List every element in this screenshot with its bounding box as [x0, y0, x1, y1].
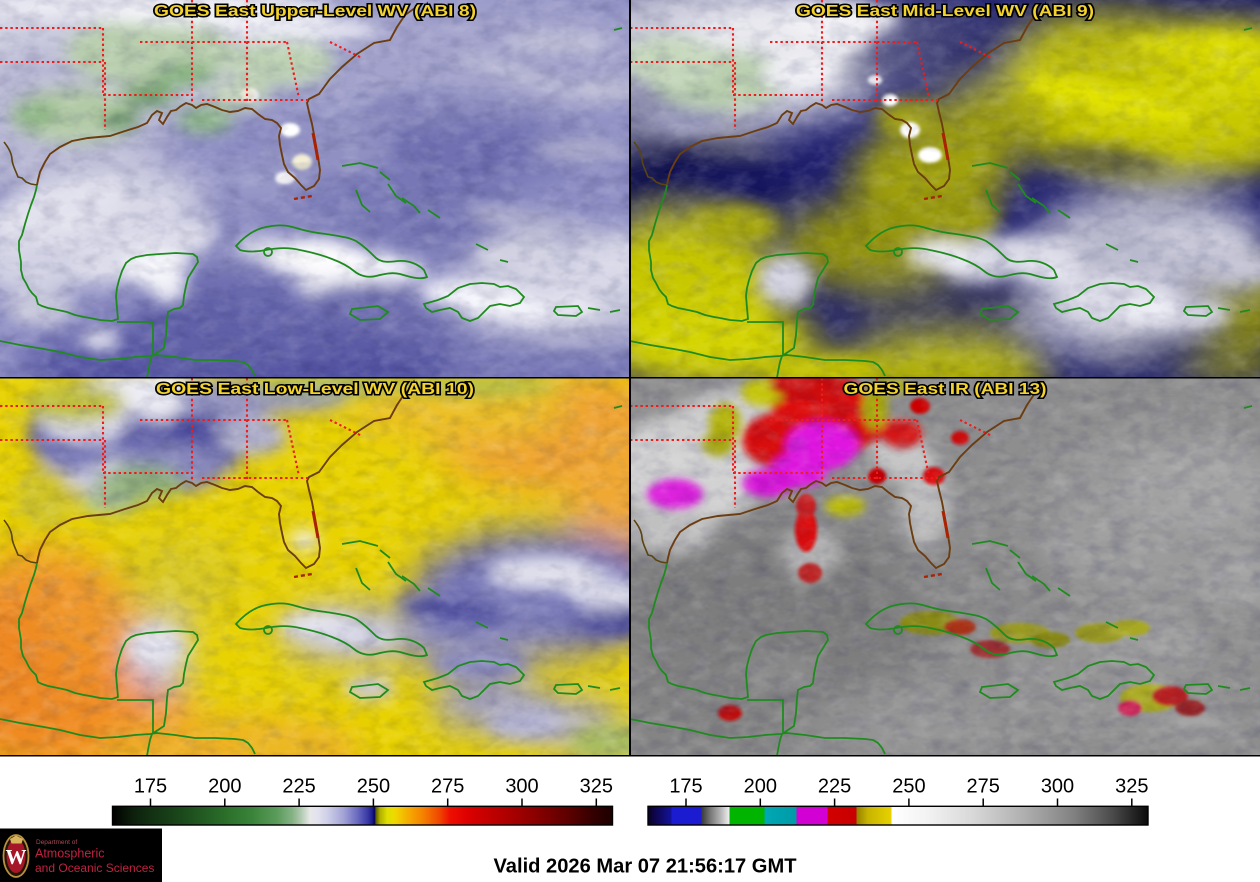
svg-text:175: 175 — [669, 776, 702, 798]
svg-text:300: 300 — [1041, 776, 1074, 798]
svg-text:and Oceanic Sciences: and Oceanic Sciences — [35, 861, 154, 875]
svg-text:325: 325 — [580, 776, 613, 798]
svg-text:Valid 2026 Mar 07 21:56:17 GMT: Valid 2026 Mar 07 21:56:17 GMT — [494, 856, 797, 878]
svg-text:200: 200 — [208, 776, 241, 798]
svg-text:225: 225 — [282, 776, 315, 798]
svg-text:225: 225 — [818, 776, 851, 798]
svg-text:GOES East Low-Level WV (ABI 10: GOES East Low-Level WV (ABI 10) — [156, 381, 474, 398]
svg-text:Department of: Department of — [36, 839, 77, 846]
svg-text:275: 275 — [431, 776, 464, 798]
svg-text:300: 300 — [505, 776, 538, 798]
svg-text:175: 175 — [134, 776, 167, 798]
svg-text:275: 275 — [967, 776, 1000, 798]
svg-text:Atmospheric: Atmospheric — [35, 847, 104, 861]
svg-text:200: 200 — [744, 776, 777, 798]
svg-text:W: W — [6, 845, 27, 869]
svg-text:GOES East IR (ABI 13): GOES East IR (ABI 13) — [844, 381, 1047, 398]
svg-text:325: 325 — [1115, 776, 1148, 798]
svg-text:GOES East Upper-Level WV (ABI: GOES East Upper-Level WV (ABI 8) — [154, 3, 476, 20]
svg-text:250: 250 — [357, 776, 390, 798]
svg-text:GOES East Mid-Level WV (ABI 9): GOES East Mid-Level WV (ABI 9) — [796, 3, 1094, 20]
svg-text:250: 250 — [892, 776, 925, 798]
